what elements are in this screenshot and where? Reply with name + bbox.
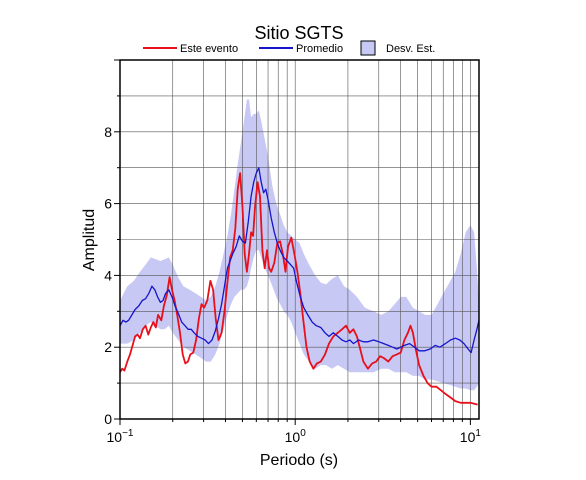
- y-axis-label: Amplitud: [81, 209, 98, 271]
- y-tick-label: 2: [104, 339, 112, 355]
- legend-label-event: Este evento: [180, 43, 238, 55]
- y-tick-label: 6: [104, 196, 112, 212]
- y-tick-label: 4: [104, 267, 112, 283]
- y-tick-label: 0: [104, 411, 112, 427]
- x-tick-label: 100: [285, 428, 307, 445]
- series-line-event: [119, 172, 478, 406]
- legend: Este evento Promedio Desv. Est.: [143, 40, 435, 56]
- legend-label-band: Desv. Est.: [386, 43, 435, 55]
- x-tick-label: 101: [460, 428, 482, 445]
- legend-label-average: Promedio: [296, 43, 343, 55]
- x-axis-label: Periodo (s): [260, 452, 338, 469]
- chart-title: Sitio SGTS: [254, 23, 343, 43]
- legend-swatch-band: [360, 40, 376, 56]
- plot-area: 0 2 4 6 8 10−1 100 101: [104, 59, 482, 445]
- std-dev-band: [120, 99, 479, 391]
- series-line-average: [119, 167, 480, 354]
- y-tick-label: 8: [104, 124, 112, 140]
- x-tick-label: 10−1: [107, 428, 134, 445]
